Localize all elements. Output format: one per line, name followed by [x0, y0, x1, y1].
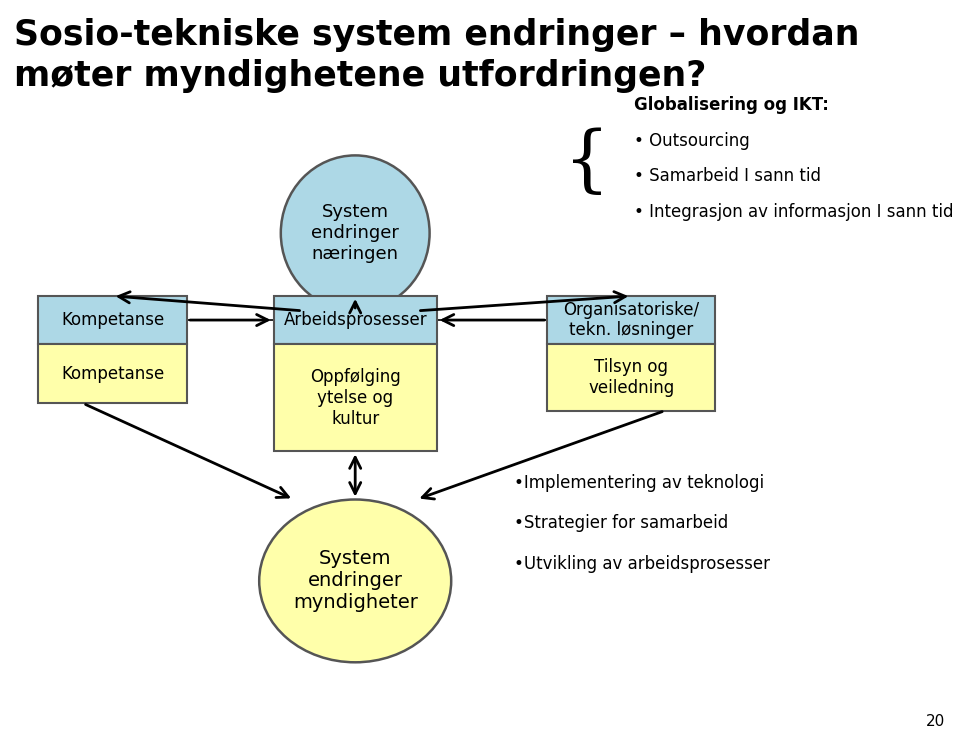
Text: Organisatoriske/
tekn. løsninger: Organisatoriske/ tekn. løsninger	[564, 300, 699, 340]
Text: {: {	[564, 127, 610, 198]
FancyBboxPatch shape	[38, 344, 187, 403]
Ellipse shape	[259, 500, 451, 662]
FancyBboxPatch shape	[547, 296, 715, 344]
Text: • Samarbeid I sann tid: • Samarbeid I sann tid	[634, 167, 821, 185]
Text: Globalisering og IKT:: Globalisering og IKT:	[634, 96, 828, 114]
Ellipse shape	[280, 155, 430, 311]
Text: System
endringer
næringen: System endringer næringen	[311, 204, 399, 263]
Text: • Outsourcing: • Outsourcing	[634, 132, 750, 149]
Text: System
endringer
myndigheter: System endringer myndigheter	[293, 549, 418, 613]
Text: møter myndighetene utfordringen?: møter myndighetene utfordringen?	[14, 59, 707, 93]
FancyBboxPatch shape	[274, 344, 437, 451]
Text: Sosio-tekniske system endringer – hvordan: Sosio-tekniske system endringer – hvorda…	[14, 18, 860, 53]
Text: Oppfølging
ytelse og
kultur: Oppfølging ytelse og kultur	[310, 368, 400, 428]
Text: 20: 20	[926, 714, 946, 729]
Text: •Implementering av teknologi: •Implementering av teknologi	[514, 474, 764, 491]
Text: Tilsyn og
veiledning: Tilsyn og veiledning	[588, 358, 674, 397]
Text: Arbeidsprosesser: Arbeidsprosesser	[283, 311, 427, 329]
Text: Kompetanse: Kompetanse	[61, 311, 164, 329]
Text: Kompetanse: Kompetanse	[61, 365, 164, 383]
Text: •Strategier for samarbeid: •Strategier for samarbeid	[514, 514, 728, 532]
FancyBboxPatch shape	[38, 296, 187, 344]
FancyBboxPatch shape	[547, 344, 715, 411]
Text: •Utvikling av arbeidsprosesser: •Utvikling av arbeidsprosesser	[514, 555, 770, 573]
Text: • Integrasjon av informasjon I sann tid: • Integrasjon av informasjon I sann tid	[634, 203, 953, 221]
FancyBboxPatch shape	[274, 296, 437, 344]
